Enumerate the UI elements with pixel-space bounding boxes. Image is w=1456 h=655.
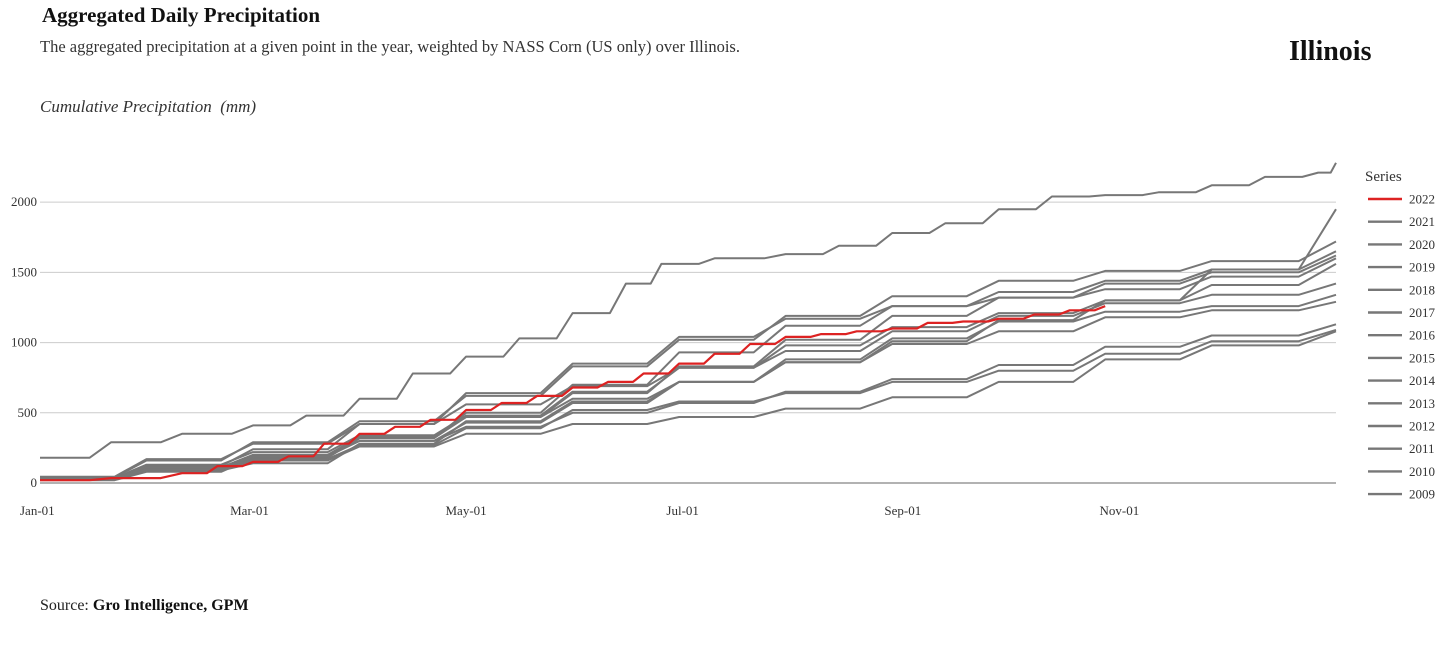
legend-item-2018[interactable]: 2018 [1368,282,1435,297]
legend-item-2020[interactable]: 2020 [1368,237,1435,252]
x-tick-label: Nov-01 [1100,503,1140,518]
y-tick-label: 2000 [11,194,37,209]
source-name: Gro Intelligence, GPM [92,597,249,614]
x-tick-label: Jan-01 [20,503,55,518]
legend-label: 2014 [1409,373,1436,388]
legend-label: 2019 [1409,260,1435,275]
grid-lines [40,201,1336,484]
region-label: Illinois [1289,36,1372,67]
legend[interactable]: Series 2022 2021 2020 2019 2018 2017 2016 2015 20… [1365,169,1436,502]
series-line-2018 [40,328,1337,481]
legend-label: 2013 [1409,396,1435,411]
x-tick-label: May-01 [445,503,486,518]
legend-label: 2017 [1409,305,1436,320]
x-axis-ticks: Jan-01 Mar-01 May-01 Jul-01 Sep-01 Nov-01 [20,503,1139,518]
legend-item-2017[interactable]: 2017 [1368,305,1436,320]
legend-label: 2009 [1409,487,1435,502]
legend-item-2012[interactable]: 2012 [1368,419,1435,434]
x-tick-label: Mar-01 [230,503,269,518]
series-line-2016 [40,293,1337,480]
legend-item-2013[interactable]: 2013 [1368,396,1435,411]
legend-title: Series [1365,169,1402,185]
series-line-2009 [40,323,1337,481]
legend-label: 2010 [1409,464,1435,479]
y-axis-label: Cumulative Precipitation (mm) [40,97,257,116]
series-lines [40,162,1337,482]
legend-item-2010[interactable]: 2010 [1368,464,1435,479]
legend-item-2011[interactable]: 2011 [1368,441,1435,456]
y-tick-label: 500 [18,405,38,420]
legend-item-2019[interactable]: 2019 [1368,260,1435,275]
legend-label: 2011 [1409,441,1435,456]
series-line-2013 [40,257,1337,480]
source-prefix: Source: [40,597,93,614]
legend-item-2009[interactable]: 2009 [1368,487,1435,502]
x-tick-label: Sep-01 [884,503,921,518]
legend-item-2021[interactable]: 2021 [1368,214,1435,229]
legend-label: 2022 [1409,192,1435,207]
series-line-2011 [40,162,1337,459]
chart-subtitle: The aggregated precipitation at a given … [40,37,740,56]
series-line-2012 [40,330,1337,481]
series-line-2010 [40,208,1337,480]
x-tick-label: Jul-01 [666,503,699,518]
legend-label: 2015 [1409,350,1435,365]
legend-label: 2016 [1409,328,1436,343]
legend-label: 2020 [1409,237,1435,252]
source-note: Source: Gro Intelligence, GPM [40,597,249,615]
legend-item-2016[interactable]: 2016 [1368,328,1436,343]
series-line-2014 [40,263,1337,480]
series-line-2022 [40,305,1106,482]
y-axis-ticks: 0 500 1000 1500 2000 [11,194,37,490]
chart-title: Aggregated Daily Precipitation [42,3,321,27]
series-line-2019 [40,240,1337,479]
legend-label: 2012 [1409,419,1435,434]
y-tick-label: 1000 [11,335,37,350]
series-line-2015 [40,250,1337,482]
legend-item-2015[interactable]: 2015 [1368,350,1435,365]
legend-label: 2021 [1409,214,1435,229]
legend-item-2014[interactable]: 2014 [1368,373,1436,388]
y-tick-label: 1500 [11,264,37,279]
legend-item-2022[interactable]: 2022 [1368,192,1435,207]
legend-label: 2018 [1409,282,1435,297]
y-tick-label: 0 [31,475,38,490]
